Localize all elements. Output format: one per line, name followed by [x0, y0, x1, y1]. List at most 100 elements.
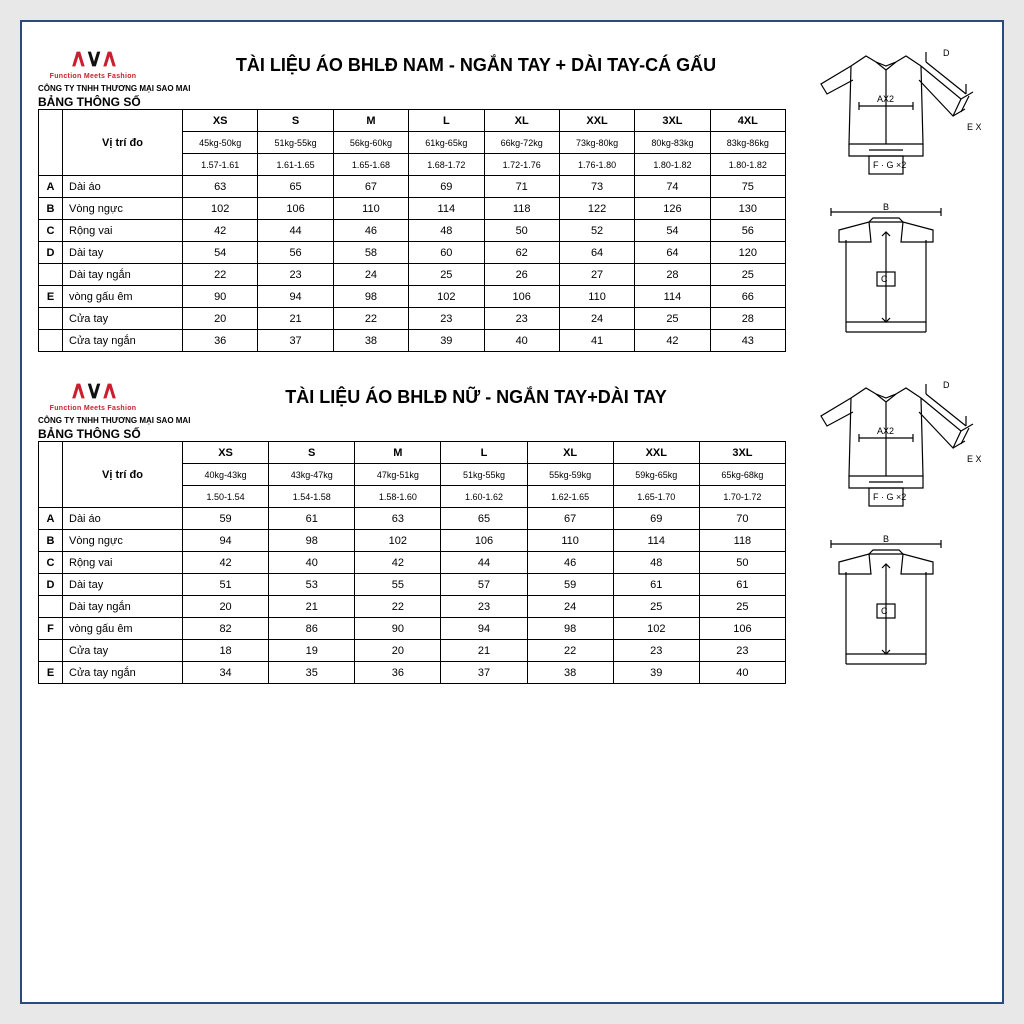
- value-cell: 55: [355, 574, 441, 596]
- weight-cell: 73kg-80kg: [559, 132, 634, 154]
- col-position: Vị trí đo: [63, 442, 183, 508]
- value-cell: 63: [183, 176, 258, 198]
- value-cell: 69: [409, 176, 484, 198]
- value-cell: 59: [527, 574, 613, 596]
- weight-cell: 65kg-68kg: [699, 464, 785, 486]
- value-cell: 70: [699, 508, 785, 530]
- table-row: Fvòng gấu êm8286909498102106: [39, 618, 786, 640]
- value-cell: 46: [527, 552, 613, 574]
- value-cell: 41: [559, 330, 634, 352]
- value-cell: 106: [484, 286, 559, 308]
- label-C-2: C: [881, 606, 888, 616]
- value-cell: 21: [258, 308, 333, 330]
- value-cell: 37: [441, 662, 527, 684]
- value-cell: 51: [183, 574, 269, 596]
- height-cell: 1.65-1.68: [333, 154, 408, 176]
- row-label: Cửa tay: [63, 308, 183, 330]
- size-XL: XL: [527, 442, 613, 464]
- male-band-title: BẢNG THÔNG SỐ: [38, 95, 786, 109]
- value-cell: 39: [409, 330, 484, 352]
- weight-cell: 47kg-51kg: [355, 464, 441, 486]
- value-cell: 98: [333, 286, 408, 308]
- row-label: Dài tay ngắn: [63, 596, 183, 618]
- value-cell: 22: [527, 640, 613, 662]
- table-row: Dài tay ngắn2223242526272825: [39, 264, 786, 286]
- female-band-title: BẢNG THÔNG SỐ: [38, 427, 786, 441]
- value-cell: 94: [258, 286, 333, 308]
- size-M: M: [355, 442, 441, 464]
- value-cell: 69: [613, 508, 699, 530]
- value-cell: 42: [183, 552, 269, 574]
- row-idx: C: [39, 220, 63, 242]
- size-M: M: [333, 110, 408, 132]
- table-row: Cửa tay18192021222323: [39, 640, 786, 662]
- weight-cell: 45kg-50kg: [183, 132, 258, 154]
- value-cell: 106: [441, 530, 527, 552]
- value-cell: 74: [635, 176, 710, 198]
- label-C: C: [881, 274, 888, 284]
- value-cell: 64: [635, 242, 710, 264]
- female-left-column: ∧∨∧ Function Meets Fashion TÀI LIỆU ÁO B…: [38, 376, 786, 684]
- value-cell: 52: [559, 220, 634, 242]
- value-cell: 25: [635, 308, 710, 330]
- value-cell: 110: [527, 530, 613, 552]
- col-index: [39, 110, 63, 176]
- label-EX2-2: E X 2: [967, 454, 981, 464]
- male-diagrams: D E X 2 AX2 F · G ×2: [786, 44, 986, 352]
- row-label: Cửa tay ngắn: [63, 330, 183, 352]
- value-cell: 42: [635, 330, 710, 352]
- label-D-2: D: [943, 380, 950, 390]
- value-cell: 23: [484, 308, 559, 330]
- row-label: Rộng vai: [63, 552, 183, 574]
- value-cell: 58: [333, 242, 408, 264]
- logo-box: ∧∨∧ Function Meets Fashion: [38, 44, 148, 82]
- value-cell: 54: [183, 242, 258, 264]
- label-B: B: [883, 202, 889, 212]
- table-row: ECửa tay ngắn34353637383940: [39, 662, 786, 684]
- value-cell: 102: [183, 198, 258, 220]
- value-cell: 120: [710, 242, 785, 264]
- size-L: L: [441, 442, 527, 464]
- height-cell: 1.80-1.82: [710, 154, 785, 176]
- table-row: CRộng vai42404244464850: [39, 552, 786, 574]
- female-title: TÀI LIỆU ÁO BHLĐ NỮ - NGẮN TAY+DÀI TAY: [166, 387, 786, 414]
- row-idx: A: [39, 508, 63, 530]
- value-cell: 67: [527, 508, 613, 530]
- size-XS: XS: [183, 442, 269, 464]
- value-cell: 66: [710, 286, 785, 308]
- row-label: Dài tay: [63, 242, 183, 264]
- height-cell: 1.65-1.70: [613, 486, 699, 508]
- col-index: [39, 442, 63, 508]
- value-cell: 64: [559, 242, 634, 264]
- label-FG-2: F · G ×2: [873, 492, 906, 502]
- label-AX2-2: AX2: [877, 426, 894, 436]
- value-cell: 39: [613, 662, 699, 684]
- value-cell: 60: [409, 242, 484, 264]
- size-3XL: 3XL: [635, 110, 710, 132]
- weight-cell: 51kg-55kg: [441, 464, 527, 486]
- row-idx: [39, 640, 63, 662]
- shirt-front-diagram-icon: D E X 2 AX2 F · G ×2: [791, 44, 981, 184]
- value-cell: 98: [269, 530, 355, 552]
- weight-cell: 40kg-43kg: [183, 464, 269, 486]
- value-cell: 37: [258, 330, 333, 352]
- height-cell: 1.60-1.62: [441, 486, 527, 508]
- value-cell: 57: [441, 574, 527, 596]
- row-idx: E: [39, 662, 63, 684]
- size-3XL: 3XL: [699, 442, 785, 464]
- female-header: ∧∨∧ Function Meets Fashion TÀI LIỆU ÁO B…: [38, 376, 786, 414]
- value-cell: 20: [183, 596, 269, 618]
- value-cell: 23: [258, 264, 333, 286]
- weight-cell: 43kg-47kg: [269, 464, 355, 486]
- value-cell: 122: [559, 198, 634, 220]
- row-label: Dài áo: [63, 508, 183, 530]
- height-cell: 1.62-1.65: [527, 486, 613, 508]
- row-idx: D: [39, 574, 63, 596]
- value-cell: 23: [699, 640, 785, 662]
- value-cell: 130: [710, 198, 785, 220]
- value-cell: 50: [699, 552, 785, 574]
- table-row: ADài áo59616365676970: [39, 508, 786, 530]
- weight-cell: 61kg-65kg: [409, 132, 484, 154]
- value-cell: 62: [484, 242, 559, 264]
- value-cell: 42: [355, 552, 441, 574]
